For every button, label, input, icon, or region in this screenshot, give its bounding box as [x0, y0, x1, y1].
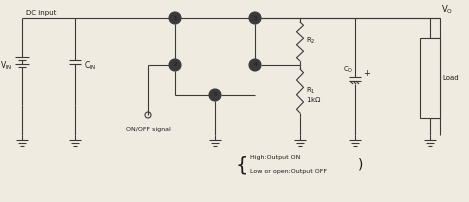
Text: ): )	[358, 158, 363, 172]
Text: V$_{\mathregular{IN}}$: V$_{\mathregular{IN}}$	[0, 60, 12, 72]
Circle shape	[249, 12, 261, 24]
Bar	[420, 38, 440, 118]
Text: Load: Load	[442, 75, 459, 81]
Circle shape	[249, 59, 261, 71]
Circle shape	[169, 12, 181, 24]
Circle shape	[169, 59, 181, 71]
Text: 1k$\Omega$: 1k$\Omega$	[306, 96, 322, 104]
Text: Low or open:Output OFF: Low or open:Output OFF	[250, 168, 327, 174]
Text: C$_{\mathregular{IN}}$: C$_{\mathregular{IN}}$	[84, 60, 97, 72]
Text: 1: 1	[173, 16, 177, 20]
Text: {: {	[235, 156, 248, 175]
Text: 3: 3	[253, 16, 257, 20]
Text: DC input: DC input	[26, 10, 56, 16]
Text: +: +	[363, 69, 370, 79]
Text: ON/OFF signal: ON/OFF signal	[126, 127, 170, 132]
Text: 2: 2	[173, 62, 177, 67]
Text: C$_{\mathregular{O}}$: C$_{\mathregular{O}}$	[343, 65, 354, 75]
Text: R$_2$: R$_2$	[306, 36, 316, 46]
Circle shape	[209, 89, 221, 101]
Text: 5: 5	[213, 93, 217, 98]
Text: V$_{\mathregular{O}}$: V$_{\mathregular{O}}$	[441, 3, 453, 16]
Text: 4: 4	[253, 62, 257, 67]
Text: R$_1$: R$_1$	[306, 86, 316, 96]
Text: High:Output ON: High:Output ON	[250, 156, 300, 161]
